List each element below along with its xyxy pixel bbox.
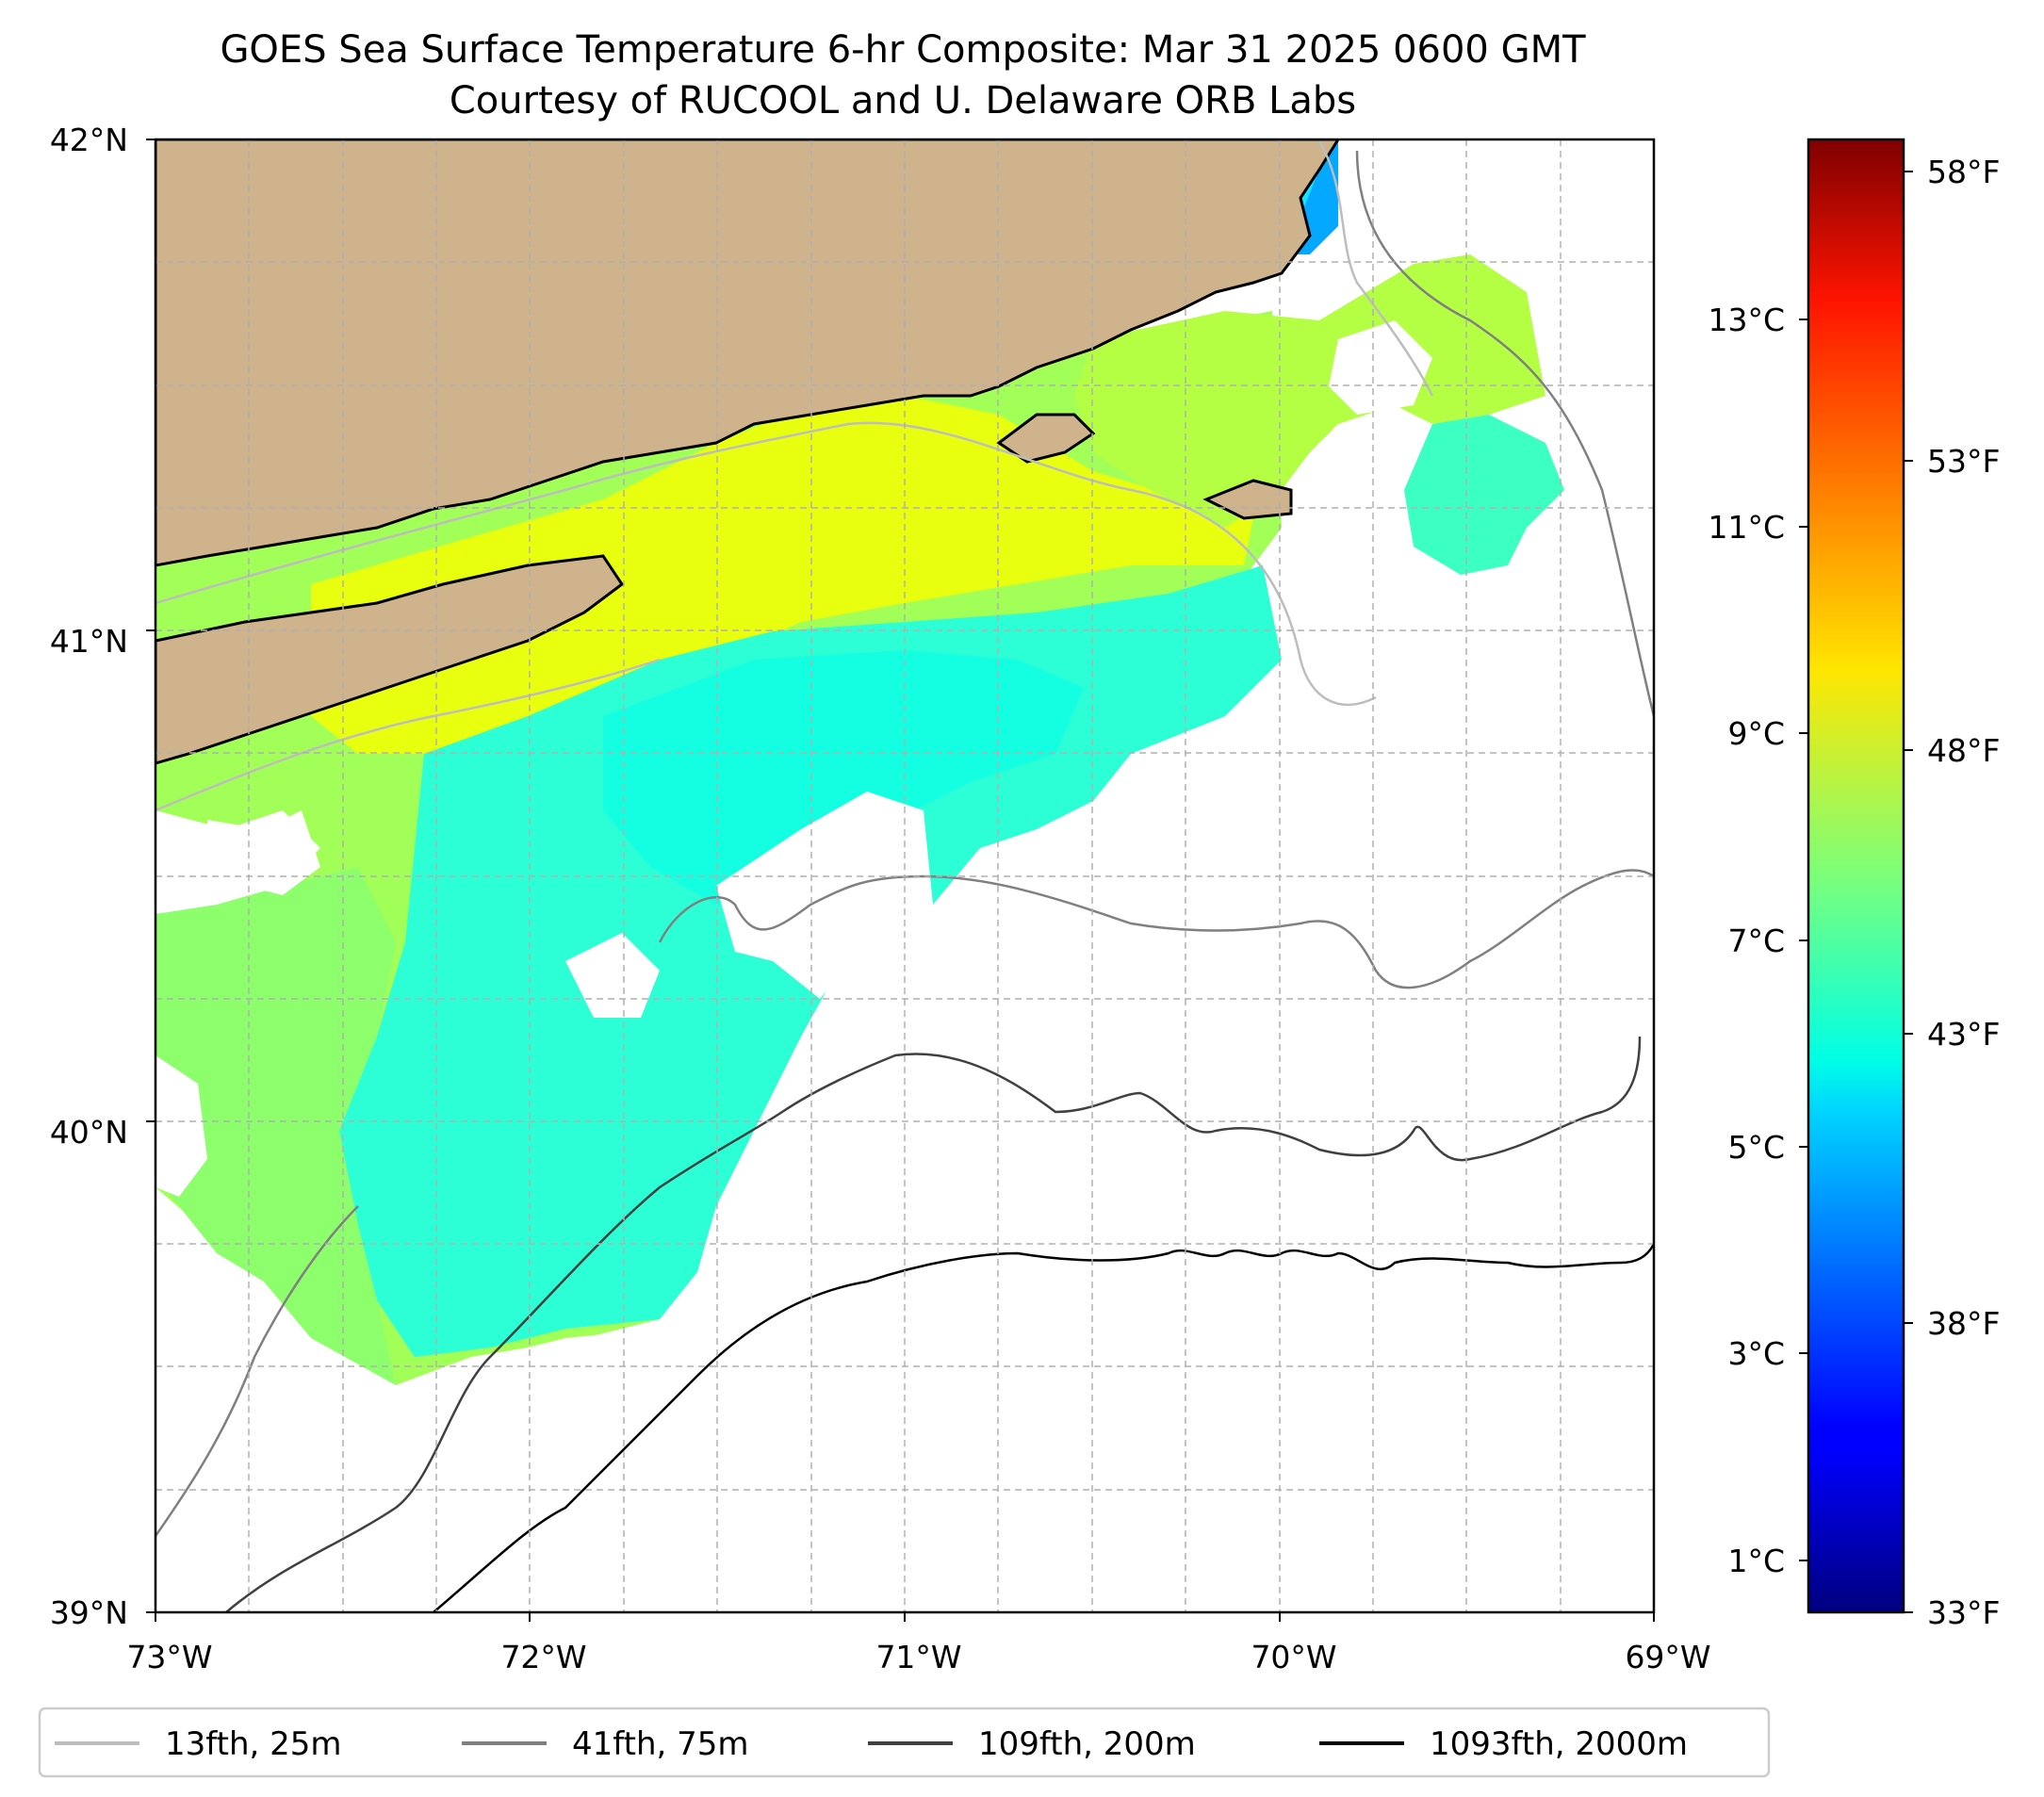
land-new-england — [155, 139, 1340, 567]
colorbar-celsius-label: 5°C — [1727, 1129, 1785, 1166]
lat-tick-label: 42°N — [50, 122, 128, 158]
lon-tick-label: 69°W — [1625, 1639, 1710, 1675]
contour-75m — [658, 869, 1654, 989]
bathymetry-contours — [155, 140, 1654, 1612]
lat-tick-label: 40°N — [50, 1114, 128, 1151]
colorbar-fahrenheit-label: 33°F — [1927, 1594, 2000, 1631]
figure-title-line1: GOES Sea Surface Temperature 6-hr Compos… — [220, 28, 1586, 72]
colorbar-fahrenheit-label: 48°F — [1927, 732, 2000, 769]
contour-2000m — [433, 1243, 1654, 1612]
contour-200m — [225, 1036, 1642, 1612]
lat-tick-label: 39°N — [50, 1594, 128, 1631]
colorbar-celsius-label: 11°C — [1708, 509, 1785, 546]
land-nantucket — [1202, 479, 1293, 520]
colorbar-fahrenheit-label: 58°F — [1927, 154, 2000, 190]
contour-25m-b — [155, 140, 1434, 812]
colorbar-celsius-label: 1°C — [1727, 1543, 1785, 1579]
contour-75m-c — [155, 1205, 359, 1537]
colorbar-gradient — [1807, 138, 1905, 1614]
map-gridlines — [155, 139, 1654, 1612]
colorbar-celsius-label: 7°C — [1727, 923, 1785, 959]
sst-nearshore-yellow — [311, 396, 1253, 754]
legend-label: 13fth, 25m — [165, 1725, 342, 1763]
colorbar-celsius-ticks — [1799, 319, 1808, 1561]
contour-75m-b — [1355, 150, 1654, 717]
land-layer — [155, 139, 1340, 765]
colorbar-fahrenheit-label: 43°F — [1927, 1016, 2000, 1053]
lon-axis: 73°W 72°W 71°W 70°W 69°W — [126, 1612, 1711, 1675]
lon-tick-label: 73°W — [126, 1639, 212, 1675]
legend-label: 109fth, 200m — [978, 1725, 1196, 1763]
legend-label: 1093fth, 2000m — [1430, 1725, 1688, 1763]
sst-east-patch — [1404, 415, 1564, 575]
colorbar-fahrenheit-ticks — [1904, 171, 1913, 1613]
lat-tick-label: 41°N — [50, 623, 128, 660]
contour-25m — [155, 421, 1377, 707]
land-long-island — [155, 554, 625, 765]
lon-tick-label: 71°W — [875, 1639, 961, 1675]
colorbar: 13°C 11°C 9°C 7°C 5°C 3°C 1°C 58°F 53°F … — [1708, 138, 2000, 1631]
lon-tick-label: 72°W — [500, 1639, 586, 1675]
map-panel — [155, 139, 1654, 1612]
colorbar-celsius-label: 9°C — [1727, 715, 1785, 752]
legend-label: 41fth, 75m — [572, 1725, 749, 1763]
colorbar-celsius-label: 13°C — [1708, 302, 1785, 338]
sst-east-green — [1074, 254, 1545, 528]
sst-aqua-core — [603, 650, 1084, 905]
land-marthas-vineyard — [996, 413, 1096, 464]
colorbar-fahrenheit-label: 38°F — [1927, 1305, 2000, 1342]
figure-title-line2: Courtesy of RUCOOL and U. Delaware ORB L… — [450, 79, 1356, 123]
colorbar-celsius-label: 3°C — [1727, 1335, 1785, 1372]
lat-axis: 42°N 41°N 40°N 39°N — [50, 122, 155, 1631]
contour-legend: 13fth, 25m 41fth, 75m 109fth, 200m 1093f… — [38, 1707, 1771, 1778]
colorbar-fahrenheit-label: 53°F — [1927, 443, 2000, 480]
lon-tick-label: 70°W — [1251, 1639, 1336, 1675]
